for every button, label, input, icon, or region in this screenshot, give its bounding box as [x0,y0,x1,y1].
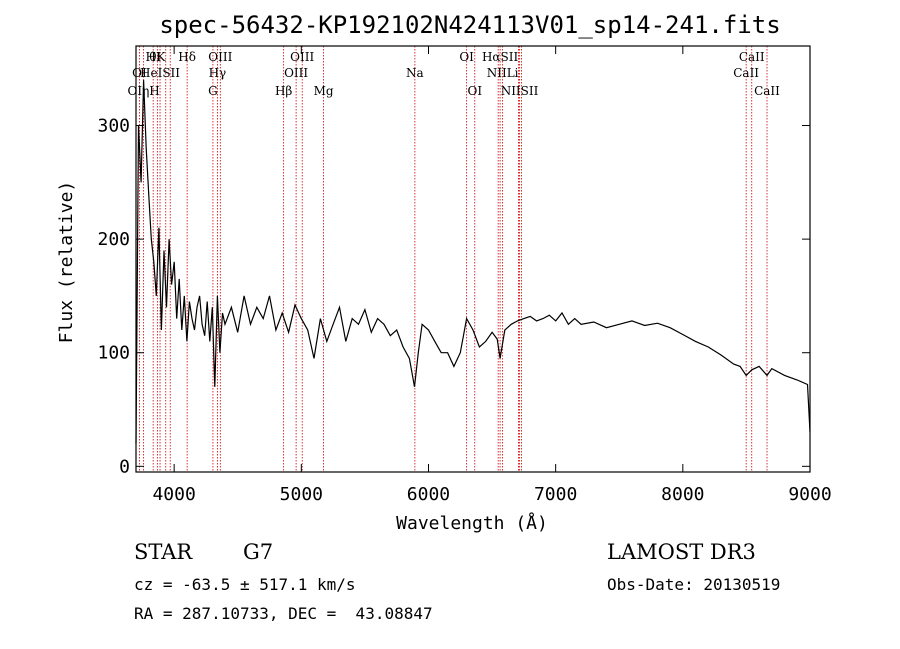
spectral-line-label: HeISII [140,66,180,80]
spectral-line-label: NIILi [487,66,519,80]
observation-date: Obs-Date: 20130519 [607,575,781,594]
spectral-line-label: Hβ [275,84,292,98]
spectral-line-label: OIII [284,66,308,80]
spectral-line-label: HαSII [482,50,519,64]
spectral-line-label: OIII [208,50,232,64]
y-tick-label: 300 [97,116,130,137]
y-axis: 0 100 200 300 [97,116,810,477]
spectral-line-label: OIII [290,50,314,64]
plot-frame [135,45,811,473]
line-marker-group [139,46,768,472]
x-tick-label: 4000 [152,484,195,505]
spectral-line-label: Hγ [209,66,227,80]
x-tick-label: 8000 [661,484,704,505]
y-axis-label: Flux (relative) [56,181,77,344]
spectral-line-label: Mg [314,84,334,98]
y-tick-label: 100 [97,343,130,364]
x-axis-label: Wavelength (Å) [396,512,548,534]
chart-title: spec-56432-KP192102N424113V01_sp14-241.f… [159,11,780,39]
redshift-velocity: cz = -63.5 ± 517.1 km/s [134,575,356,594]
survey-name: LAMOST DR3 [607,540,756,564]
spectral-line-label: Na [406,66,424,80]
x-axis: 4000 5000 6000 7000 8000 9000 [152,46,832,505]
object-class: STAR [134,540,193,564]
spectrum-series-line [135,80,811,444]
spectral-line-label: θK [149,50,166,64]
x-tick-label: 5000 [280,484,323,505]
y-tick-label: 0 [119,456,130,477]
object-subclass: G7 [243,540,274,564]
spectral-line-label: CaII [739,50,765,64]
spectral-line-label: OI [459,50,474,64]
spectral-line-label: HI [146,50,161,64]
spectral-line-label: G [208,84,218,98]
x-tick-label: 7000 [534,484,577,505]
spectral-line-label: CaII [754,84,780,98]
spectral-line-label: CaII [733,66,759,80]
sky-coordinates: RA = 287.10733, DEC = 43.08847 [134,604,433,623]
x-tick-label: 9000 [788,484,831,505]
spectral-line-label: NIISII [501,84,539,98]
x-tick-label: 6000 [407,484,450,505]
spectral-line-label: OI [467,84,482,98]
y-tick-label: 200 [97,229,130,250]
spectral-line-label: Hδ [178,50,196,64]
